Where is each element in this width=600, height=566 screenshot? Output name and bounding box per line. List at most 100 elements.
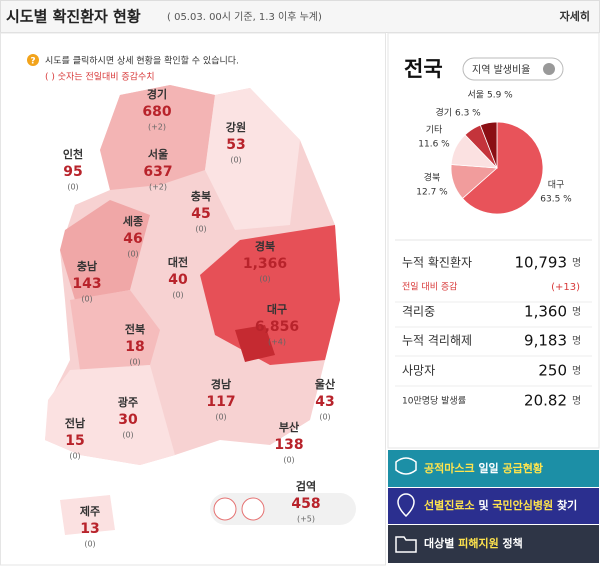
region-change: (0) [69, 452, 80, 461]
stat-value: 9,183 [524, 332, 567, 350]
region-change: (0) [84, 540, 95, 549]
stat-value: 20.82 [524, 392, 567, 410]
pie-slice [479, 121, 498, 169]
stat-label: 격리중 [402, 305, 435, 319]
pie-value-label: 6.3 % [455, 109, 481, 119]
region-name[interactable]: 충남 [77, 259, 97, 273]
region-name[interactable]: 전북 [125, 322, 145, 336]
region-count[interactable]: 680 [142, 104, 171, 120]
map-region[interactable] [60, 495, 115, 535]
pie-label: 경북 [424, 172, 441, 184]
region-change: (0) [67, 183, 78, 192]
stat-unit: 명 [572, 335, 581, 347]
region-name[interactable]: 경북 [255, 239, 275, 253]
region-count[interactable]: 95 [63, 164, 82, 180]
region-change: (0) [259, 275, 270, 284]
region-change: (0) [215, 413, 226, 422]
region-count[interactable]: 637 [143, 164, 172, 180]
region-name[interactable]: 경기 [147, 87, 167, 101]
pie-label: 경기 [435, 107, 452, 119]
ratio-button-label[interactable]: 지역 발생비율 [472, 64, 530, 76]
folder-icon [395, 536, 417, 553]
pie-value-label: 11.6 % [418, 140, 450, 150]
region-count[interactable]: 30 [118, 412, 138, 428]
region-name[interactable]: 대전 [168, 255, 188, 269]
map-region[interactable] [45, 365, 175, 465]
region-name[interactable]: 부산 [279, 420, 299, 434]
stat-label: 사망자 [402, 364, 435, 378]
support-button[interactable] [388, 525, 599, 563]
region-count[interactable]: 45 [191, 206, 210, 222]
region-count[interactable]: 1,366 [243, 256, 287, 272]
region-change: (0) [319, 413, 330, 422]
region-count[interactable]: 53 [226, 137, 245, 153]
region-change: (0) [127, 250, 138, 259]
region-count[interactable]: 46 [123, 231, 142, 247]
region-name[interactable]: 서울 [148, 147, 168, 161]
mask-button[interactable] [388, 450, 599, 487]
region-name[interactable]: 충북 [191, 189, 211, 203]
region-count[interactable]: 117 [206, 394, 235, 410]
region-count[interactable]: 18 [125, 339, 144, 355]
stat-value: (+13) [551, 282, 580, 293]
pie-value-label: 63.5 % [540, 195, 572, 205]
map-region[interactable] [60, 200, 150, 300]
stat-unit: 명 [572, 257, 581, 269]
button-label[interactable]: 선별진료소 및 국민안심병원 찾기 [424, 498, 577, 512]
stat-value: 250 [538, 362, 567, 380]
pie-label: 기타 [426, 125, 443, 136]
region-change: (+4) [268, 338, 286, 347]
region-name[interactable]: 대구 [267, 302, 287, 316]
pie-label: 대구 [548, 180, 565, 191]
stat-label: 누적 격리해제 [402, 334, 472, 348]
region-change: (0) [122, 431, 133, 440]
region-count[interactable]: 13 [80, 521, 99, 537]
region-name[interactable]: 제주 [80, 504, 100, 518]
region-name[interactable]: 검역 [296, 479, 316, 493]
region-name[interactable]: 울산 [315, 377, 335, 391]
region-count[interactable]: 6,856 [255, 319, 299, 335]
pie-label: 서울 [467, 90, 484, 101]
ship-icon[interactable] [241, 497, 265, 521]
pie-value-label: 12.7 % [416, 188, 448, 198]
notice-line: ( ) 숫자는 전일대비 증감수치 [45, 71, 155, 83]
region-name[interactable]: 전남 [65, 416, 85, 430]
map [45, 85, 340, 535]
region-change: (0) [230, 156, 241, 165]
ratio-button[interactable] [462, 57, 564, 81]
button-label[interactable]: 대상별 피해지원 정책 [424, 536, 523, 550]
region-count[interactable]: 40 [168, 272, 188, 288]
header-bar [0, 0, 600, 33]
help-icon[interactable] [543, 63, 555, 75]
pin-icon [397, 493, 415, 518]
map-region[interactable] [100, 85, 215, 190]
region-count[interactable]: 138 [274, 437, 303, 453]
button-label[interactable]: 공적마스크 일일 공급현황 [424, 461, 543, 475]
region-name[interactable]: 세종 [123, 214, 143, 228]
region-count[interactable]: 43 [315, 394, 334, 410]
region-change: (0) [129, 358, 140, 367]
more-link[interactable]: 자세히 [560, 9, 590, 23]
map-region[interactable] [205, 88, 300, 230]
region-count[interactable]: 458 [291, 496, 320, 512]
map-region[interactable] [70, 290, 160, 370]
region-count[interactable]: 143 [72, 276, 101, 292]
stat-unit: 명 [572, 395, 581, 407]
header-subtitle: ( 05.03. 00시 기준, 1.3 이후 누계) [167, 11, 322, 23]
region-change: (+5) [297, 515, 315, 524]
region-name[interactable]: 경남 [211, 377, 231, 391]
region-name[interactable]: 광주 [118, 396, 138, 409]
stat-value: 1,360 [524, 303, 567, 321]
region-name[interactable]: 인천 [63, 147, 83, 161]
region-change: (0) [81, 295, 92, 304]
info-icon-mark: ? [30, 57, 35, 67]
map-region[interactable] [235, 325, 275, 362]
region-count[interactable]: 15 [65, 433, 84, 449]
region-name[interactable]: 강원 [226, 120, 246, 134]
stat-unit: 명 [572, 365, 581, 377]
region-change: (0) [195, 225, 206, 234]
panel-title: 전국 [404, 57, 443, 81]
clinic-button[interactable] [388, 488, 599, 524]
airplane-icon[interactable] [213, 497, 237, 521]
